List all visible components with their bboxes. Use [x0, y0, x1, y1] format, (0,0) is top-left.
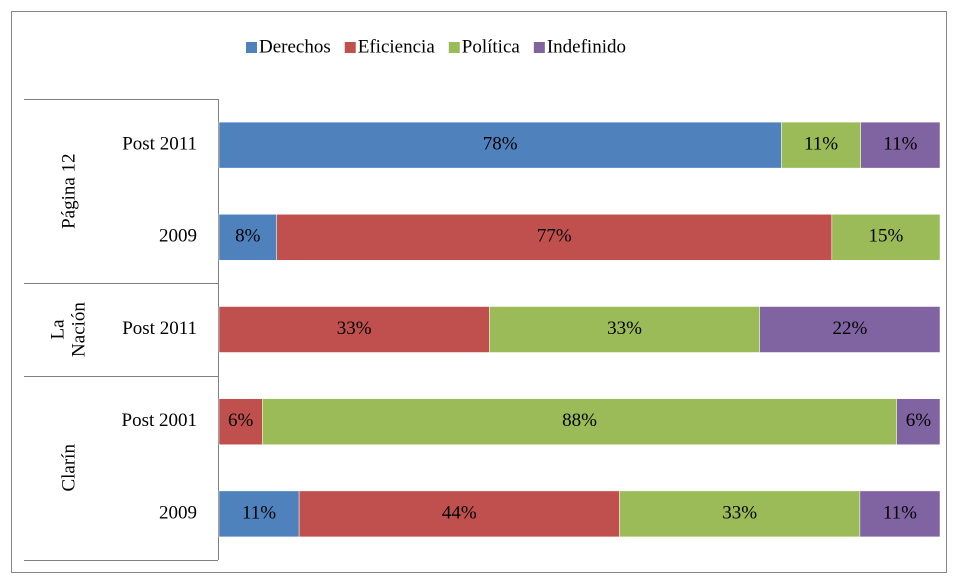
- bar-segment: [896, 398, 941, 445]
- group-label: Clarín: [58, 444, 79, 492]
- data-label: 6%: [228, 410, 254, 431]
- bar-segment: [218, 214, 277, 261]
- bar-segment: [759, 306, 941, 353]
- data-label: 33%: [607, 318, 642, 339]
- legend-swatch: [246, 42, 257, 53]
- data-label: 22%: [832, 318, 867, 339]
- bar-segment: [860, 121, 941, 169]
- y-tick-label: 2009: [159, 226, 197, 247]
- data-label: 77%: [537, 226, 572, 247]
- bar-segment: [276, 214, 833, 261]
- bar-segment: [218, 398, 263, 445]
- legend-label: Derechos: [259, 36, 331, 57]
- data-label: 78%: [483, 133, 518, 154]
- legend-label: Eficiencia: [358, 36, 436, 57]
- y-tick-label: Post 2011: [122, 318, 197, 339]
- bar-segment: [859, 490, 941, 538]
- y-tick-label: Post 2011: [122, 133, 197, 154]
- chart-frame: [11, 11, 947, 573]
- y-tick-label: Post 2001: [122, 410, 198, 431]
- bar-segment: [218, 121, 782, 169]
- data-label: 11%: [804, 133, 838, 154]
- data-label: 33%: [722, 502, 757, 523]
- data-label: 11%: [242, 502, 276, 523]
- legend-swatch: [533, 42, 545, 53]
- legend-swatch: [344, 42, 356, 53]
- bar-segment: [218, 490, 300, 538]
- legend-swatch: [448, 42, 460, 53]
- bar-segment: [619, 490, 861, 538]
- data-label: 15%: [869, 226, 904, 247]
- bar-segment: [781, 121, 861, 169]
- bar-segment: [489, 306, 760, 353]
- data-label: 88%: [562, 410, 597, 431]
- data-label: 44%: [442, 502, 477, 523]
- data-label: 33%: [337, 318, 372, 339]
- legend-label: Indefinido: [547, 36, 626, 57]
- data-label: 11%: [883, 502, 917, 523]
- bar-segment: [831, 214, 941, 261]
- data-label: 6%: [906, 410, 932, 431]
- group-label: LaNación: [48, 302, 90, 357]
- y-tick-label: 2009: [159, 502, 197, 523]
- bar-segment: [262, 398, 897, 445]
- data-label: 8%: [235, 226, 261, 247]
- group-label: Página 12: [58, 153, 79, 228]
- data-label: 11%: [883, 133, 917, 154]
- legend-label: Política: [462, 36, 521, 57]
